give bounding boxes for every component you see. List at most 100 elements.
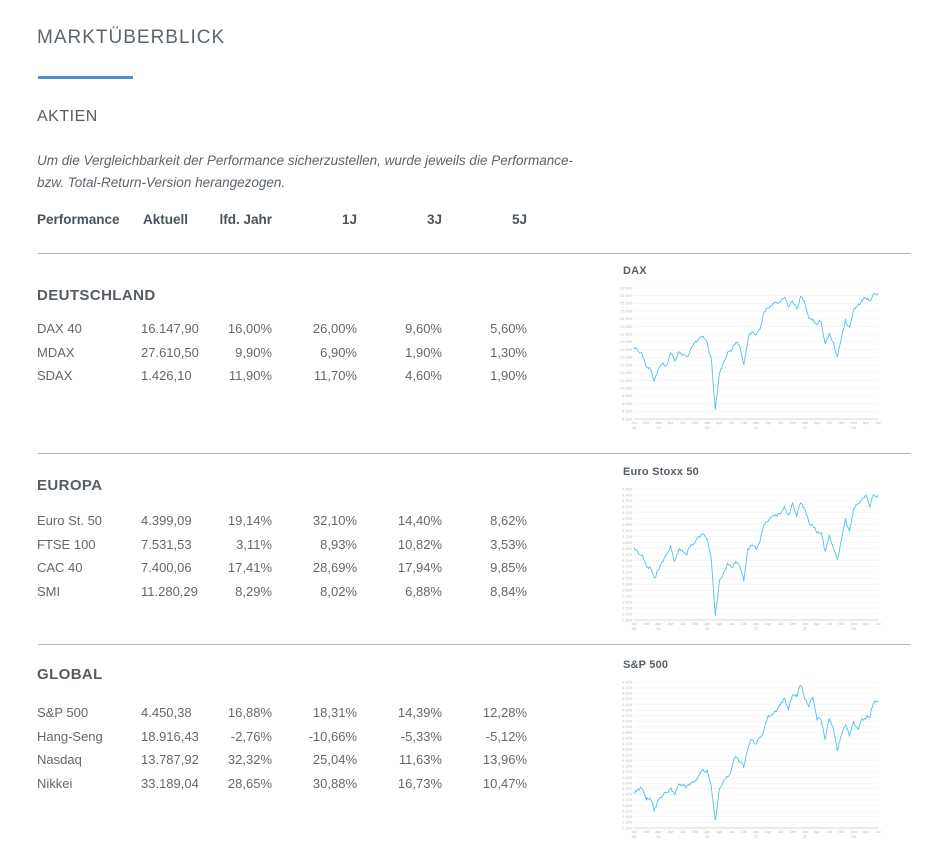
x-axis-tick-year: 21 [754,834,759,839]
row-value: 8,84% [490,583,527,599]
row-value: 28,65% [227,775,272,791]
x-axis-tick-label: Apr [765,621,772,626]
price-line [633,292,879,411]
row-value: 1.426,10 [141,368,192,383]
x-axis-tick-label: Apr [765,420,772,425]
column-header-lfd-jahr: lfd. Jahr [219,212,272,227]
y-axis-tick-label: 3.500 [622,546,633,551]
row-label: S&P 500 [37,705,89,720]
x-axis-tick-label: Okt [741,420,748,425]
x-axis-tick-year: 20 [705,834,710,839]
y-axis-tick-label: 4.000 [622,516,633,521]
row-value: -10,66% [308,728,357,744]
section-rows-europa: Euro St. 50 4.399,09 19,14% 32,10% 14,40% 8,6… [37,509,527,603]
chart-title: DAX [623,265,647,277]
row-label: Nikkei [37,775,73,791]
y-axis-tick-label: 4.500 [622,486,633,491]
row-value: 16,88% [227,705,272,720]
y-axis-tick-label: 9.500 [622,393,633,398]
y-axis-tick-label: 9.000 [622,401,633,406]
y-axis-tick-label: 4.700 [622,685,633,690]
x-axis-tick-label: Apr [667,829,674,834]
y-axis-tick-label: 2.600 [622,803,633,808]
line-chart-dax: 16.500 16.000 15.500 15.000 14.500 14.000 13.5… [620,285,881,430]
x-axis-tick-year: 22 [803,626,808,631]
x-axis-tick-label: Jan [850,829,856,834]
x-axis-tick-year: 21 [754,425,759,430]
row-value: 16,00% [227,321,272,336]
x-axis-tick-year: 22 [803,834,808,839]
x-axis-tick-year: 18 [632,626,637,631]
row-value: 7.400,06 [141,560,192,575]
table-row: CAC 40 7.400,06 17,41% 28,69% 17,94% 9,85% [37,556,527,580]
x-axis-tick-label: Apr [863,621,870,626]
x-axis-tick-label: Okt [643,829,650,834]
x-axis-tick-label: Apr [667,420,674,425]
row-value: 6,90% [320,344,357,360]
y-axis-tick-label: 2.800 [622,792,633,797]
row-value: 6,88% [405,583,442,599]
x-axis-tick-label: Jul [631,829,636,834]
x-axis-tick-label: Okt [741,829,748,834]
x-axis-tick-label: Jul [729,829,734,834]
y-axis-tick-label: 8.500 [622,409,633,414]
row-value: 8,62% [490,513,527,528]
y-axis-tick-label: 15.500 [620,301,633,306]
x-axis-tick-label: Okt [643,621,650,626]
chart-title: Euro Stoxx 50 [623,466,699,478]
disclaimer-text: Um die Vergleichbarkeit der Performance … [37,153,573,190]
row-value: 8,02% [320,583,357,599]
section-heading-deutschland: DEUTSCHLAND [37,287,156,304]
chart-title: S&P 500 [623,659,669,671]
row-value: 1,90% [405,344,442,360]
row-label: SDAX [37,368,73,383]
y-axis-tick-label: 4.100 [622,719,633,724]
x-axis-tick-label: Jul [631,420,636,425]
y-axis-tick-label: 4.800 [622,679,633,684]
row-label: Nasdaq [37,752,82,767]
column-header-5j: 5J [511,212,527,227]
row-value: 4,60% [405,368,442,383]
row-value: 10,47% [482,775,527,791]
row-value: 28,69% [312,560,357,575]
row-value: 18.916,43 [141,728,199,744]
row-value: 11,70% [313,368,357,383]
row-value: 14,39% [397,705,442,720]
x-axis-tick-label: Apr [667,621,674,626]
y-axis-tick-label: 8.000 [622,416,633,421]
row-value: 11,90% [228,368,272,383]
line-chart-s-p-500: 4.8004.7004.6004.5004.4004.3004.2004.100… [622,679,881,839]
row-label: FTSE 100 [37,536,96,552]
y-axis-tick-label: 16.000 [620,293,633,298]
row-label: Hang-Seng [37,728,103,744]
y-axis-tick-label: 10.000 [620,385,633,390]
y-axis-tick-label: 16.500 [620,285,633,290]
y-axis-tick-label: 2.700 [622,797,633,802]
x-axis-tick-label: Jul [729,621,734,626]
section-divider [38,644,910,645]
row-value: 30,88% [312,775,357,791]
row-value: -2,76% [230,728,272,744]
x-axis-tick-label: Apr [863,829,870,834]
y-axis-tick-label: 3.900 [622,730,633,735]
table-row: MDAX 27.610,50 9,90% 6,90% 1,90% 1,30% [37,341,527,365]
y-axis-tick-label: 2.700 [622,593,633,598]
x-axis-tick-label: Jan [704,420,710,425]
price-line [633,494,879,616]
table-row: S&P 500 4.450,38 16,88% 18,31% 14,39% 12,28% [37,701,527,725]
chart-s-p-500: S&P 500 4.800 4.700 4.600 4.500 4.400 4.300 4.2… [620,659,890,843]
y-axis-tick-label: 3.300 [622,764,633,769]
y-axis-tick-label: 2.500 [622,605,633,610]
title-underline [38,76,133,79]
x-axis-tick-label: Jan [753,420,759,425]
y-axis-tick-label: 3.300 [622,558,633,563]
column-header-1j: 1J [341,212,357,227]
y-axis-tick-label: 11.500 [620,362,633,367]
row-value: 19,14% [227,513,272,528]
x-axis-tick-label: Okt [789,829,796,834]
chart-euro-stoxx-50: Euro Stoxx 50 4.500 4.400 4.300 4.200 4.100 4.… [620,466,890,634]
x-axis-tick-label: Jan [704,829,710,834]
row-label: Euro St. 50 [37,513,103,528]
x-axis-tick-label: Apr [716,829,723,834]
